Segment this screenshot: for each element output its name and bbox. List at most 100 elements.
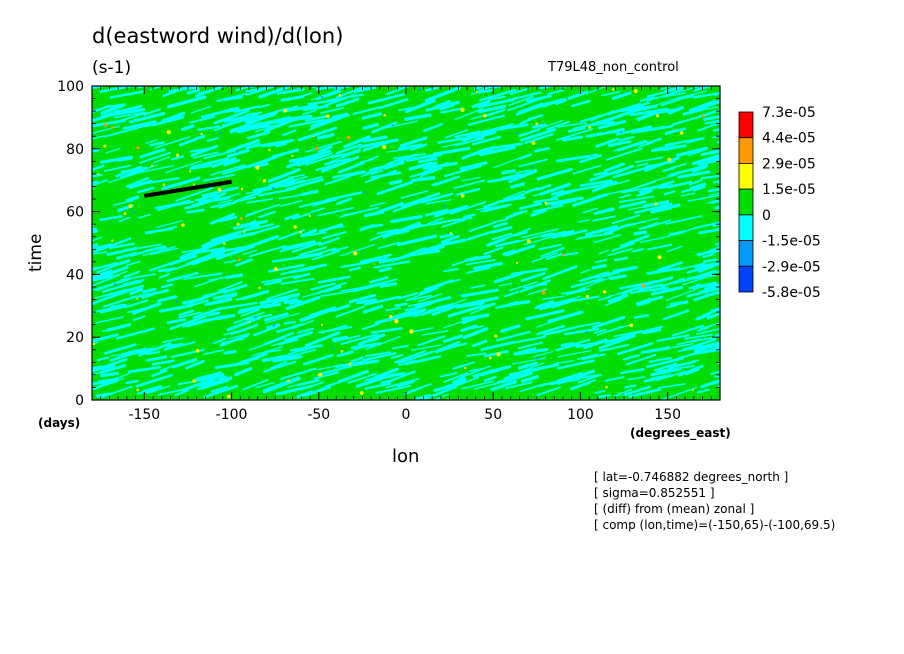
field-spot	[128, 204, 133, 208]
field-streak	[693, 290, 720, 302]
field-streak	[404, 386, 423, 396]
field-streak	[613, 388, 632, 397]
field-streak	[477, 88, 494, 94]
field-streak	[275, 143, 288, 148]
field-streak	[317, 275, 351, 284]
field-streak	[206, 137, 220, 142]
field-streak	[648, 356, 672, 363]
field-spot	[340, 349, 344, 353]
field-spot	[603, 290, 607, 294]
field-spot	[272, 187, 275, 190]
field-streak	[600, 90, 621, 97]
field-streak	[104, 343, 137, 355]
field-streak	[379, 282, 398, 288]
field-streak	[505, 381, 533, 390]
field-streak	[145, 139, 158, 144]
field-streak	[719, 345, 720, 348]
colorbar-label: 1.5e-05	[762, 182, 816, 198]
field-streak	[405, 355, 442, 366]
field-streak	[700, 379, 720, 389]
field-streak	[555, 99, 568, 106]
field-streak	[113, 111, 144, 119]
field-streak	[607, 293, 629, 303]
field-streak	[332, 335, 361, 343]
field-streak	[108, 242, 135, 250]
field-streak	[625, 353, 657, 366]
field-streak	[637, 141, 654, 148]
field-streak	[542, 97, 566, 108]
field-streak	[102, 296, 133, 308]
field-spot	[475, 90, 479, 94]
field-streak	[192, 306, 223, 319]
field-spot	[419, 88, 422, 91]
field-streak	[687, 149, 706, 157]
field-streak	[125, 260, 141, 267]
field-streak	[203, 384, 239, 399]
field-streak	[211, 157, 237, 168]
field-streak	[597, 296, 612, 301]
field-streak	[462, 327, 489, 340]
field-streak	[503, 290, 519, 298]
field-streak	[242, 379, 269, 391]
field-streak	[546, 120, 570, 131]
field-streak	[359, 253, 392, 263]
field-streak	[728, 326, 759, 333]
field-streak	[316, 365, 353, 376]
field-streak	[166, 271, 199, 283]
field-streak	[92, 223, 95, 227]
field-streak	[135, 123, 152, 129]
field-streak	[605, 147, 643, 161]
field-streak	[288, 299, 302, 305]
field-streak	[554, 360, 575, 365]
field-streak	[296, 390, 313, 399]
field-streak	[563, 327, 600, 336]
field-streak	[378, 98, 409, 110]
field-streak	[234, 190, 263, 204]
field-spot	[373, 262, 376, 266]
field-streak	[641, 328, 662, 335]
field-streak	[340, 243, 376, 257]
field-streak	[465, 259, 496, 266]
field-streak	[653, 143, 676, 150]
field-streak	[634, 156, 664, 164]
field-streak	[125, 379, 139, 385]
field-streak	[410, 344, 442, 351]
field-streak	[443, 379, 467, 390]
field-streak	[665, 304, 678, 309]
field-streak	[730, 303, 766, 312]
field-streak	[137, 243, 162, 250]
field-streak	[660, 94, 695, 107]
field-streak	[710, 334, 720, 339]
field-streak	[719, 318, 720, 320]
field-streak	[370, 169, 384, 176]
field-streak	[131, 347, 155, 356]
field-streak	[536, 314, 574, 328]
field-streak	[375, 384, 412, 394]
field-streak	[395, 229, 410, 235]
field-streak	[321, 155, 360, 173]
field-spot	[443, 205, 447, 208]
field-streak	[592, 180, 618, 193]
field-streak	[528, 119, 564, 133]
field-streak	[318, 145, 333, 153]
field-streak	[608, 274, 627, 281]
field-streak	[732, 364, 762, 376]
field-spot	[227, 394, 231, 399]
field-streak	[217, 281, 243, 293]
field-streak	[423, 123, 444, 133]
field-streak	[593, 329, 607, 334]
field-streak	[434, 216, 473, 225]
field-streak	[628, 388, 662, 398]
field-streak	[501, 371, 533, 384]
field-streak	[280, 277, 315, 285]
field-streak	[129, 287, 144, 296]
field-streak	[245, 313, 273, 321]
field-streak	[663, 309, 690, 321]
field-streak	[439, 233, 454, 239]
y-axis-unit: (days)	[38, 416, 81, 430]
field-streak	[612, 165, 651, 179]
field-streak	[460, 324, 478, 333]
field-streak	[484, 350, 509, 358]
field-streak	[467, 148, 493, 157]
field-streak	[688, 179, 703, 186]
